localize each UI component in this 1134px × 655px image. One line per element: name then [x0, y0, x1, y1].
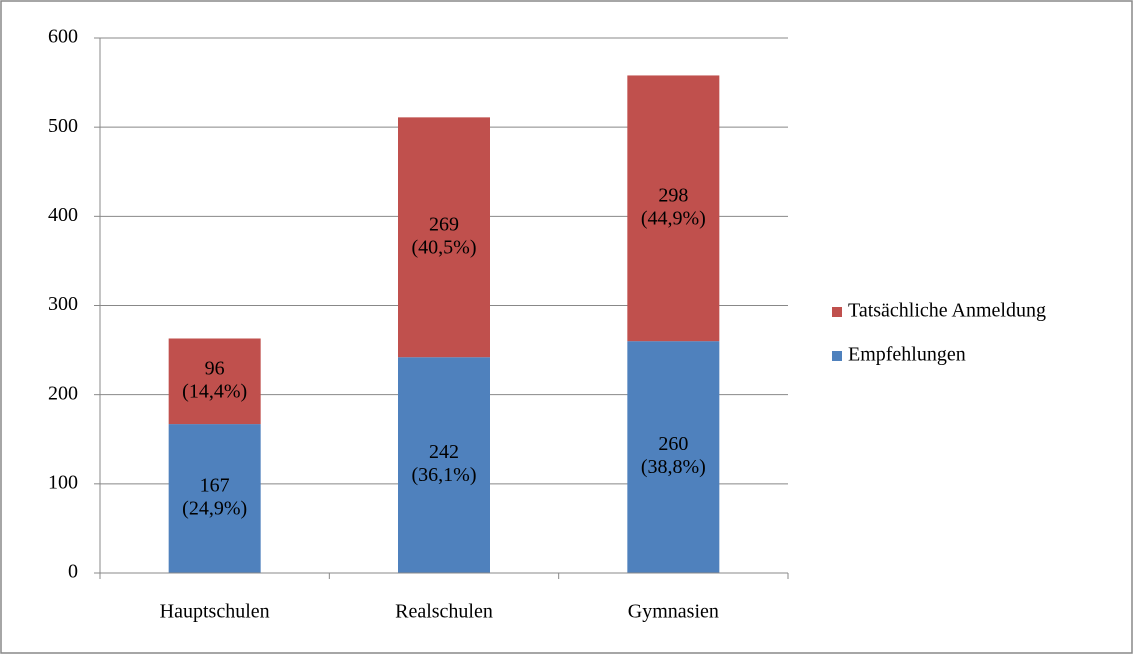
- data-label: (36,1%): [412, 464, 477, 486]
- x-tick-label: Gymnasien: [628, 601, 719, 623]
- legend-swatch: [832, 351, 842, 361]
- data-label: 167: [200, 475, 230, 497]
- y-tick-label: 200: [48, 382, 78, 404]
- bar-segment: [627, 341, 720, 573]
- legend-label: Tatsächliche Anmeldung: [848, 300, 1046, 322]
- y-tick-label: 300: [48, 293, 78, 315]
- data-label: 96: [205, 357, 225, 379]
- bar-segment: [627, 75, 720, 342]
- data-label: (24,9%): [182, 498, 247, 520]
- y-tick-label: 400: [48, 204, 78, 226]
- x-tick-label: Realschulen: [395, 601, 493, 623]
- data-label: (14,4%): [182, 380, 247, 402]
- bar-segment: [168, 338, 261, 425]
- bar-segment: [168, 424, 261, 573]
- data-label: (38,8%): [641, 456, 706, 478]
- y-tick-label: 100: [48, 471, 78, 493]
- y-tick-label: 0: [68, 561, 78, 583]
- legend-label: Empfehlungen: [848, 344, 966, 366]
- y-tick-label: 500: [48, 115, 78, 137]
- data-label: 269: [429, 213, 459, 235]
- x-tick-label: Hauptschulen: [160, 601, 270, 623]
- bar-segment: [398, 117, 490, 358]
- data-label: (40,5%): [412, 236, 477, 258]
- data-label: 298: [658, 184, 688, 206]
- legend-swatch: [832, 307, 842, 317]
- bar-segment: [398, 357, 490, 573]
- y-tick-label: 600: [48, 26, 78, 48]
- data-label: 242: [429, 441, 459, 463]
- data-label: (44,9%): [641, 207, 706, 229]
- data-label: 260: [658, 433, 688, 455]
